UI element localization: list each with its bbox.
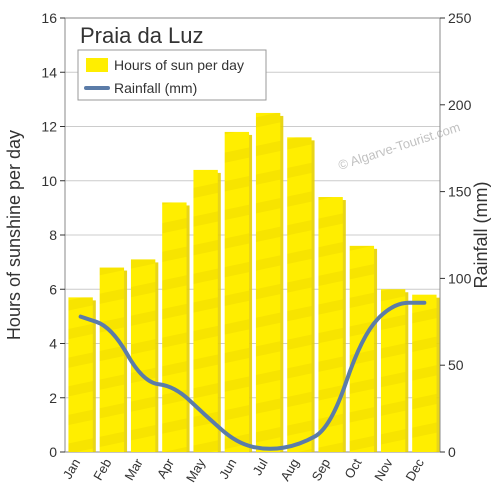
ytick-right: 250 bbox=[448, 10, 472, 26]
xtick-label: Dec bbox=[402, 456, 427, 484]
ytick-left: 2 bbox=[49, 390, 57, 406]
xtick-label: Nov bbox=[371, 456, 396, 484]
bar bbox=[162, 202, 186, 452]
xtick-label: Jun bbox=[216, 456, 239, 482]
legend-bar-swatch bbox=[86, 58, 108, 72]
chart-svg: 0 2 4 6 8 10 12 14 16 0 50 100 150 200 250 Jan Feb Mar Apr… bbox=[0, 0, 501, 500]
chart-title: Praia da Luz bbox=[80, 23, 204, 48]
bar bbox=[318, 197, 342, 452]
ytick-right: 150 bbox=[448, 184, 472, 200]
xtick-label: Sep bbox=[309, 456, 334, 484]
xtick-label: Feb bbox=[90, 456, 114, 483]
xtick-label: Jul bbox=[249, 456, 270, 478]
climate-chart: 0 2 4 6 8 10 12 14 16 0 50 100 150 200 250 Jan Feb Mar Apr… bbox=[0, 0, 501, 500]
right-axis-label: Rainfall (mm) bbox=[471, 181, 491, 288]
watermark: © Algarve-Tourist.com bbox=[336, 119, 462, 173]
legend-line-label: Rainfall (mm) bbox=[114, 80, 197, 96]
ytick-left: 12 bbox=[41, 119, 57, 135]
bar bbox=[256, 113, 280, 452]
ytick-right: 0 bbox=[448, 444, 456, 460]
ytick-left: 6 bbox=[49, 281, 57, 297]
ytick-left: 4 bbox=[49, 336, 57, 352]
bar bbox=[350, 246, 374, 452]
ytick-left: 10 bbox=[41, 173, 57, 189]
xtick-label: Jan bbox=[60, 456, 83, 482]
ytick-right: 50 bbox=[448, 357, 464, 373]
xtick-label: Oct bbox=[341, 456, 364, 481]
ytick-left: 14 bbox=[41, 64, 57, 80]
ytick-right: 200 bbox=[448, 97, 472, 113]
bar bbox=[225, 132, 249, 452]
bars-group bbox=[68, 113, 439, 452]
ytick-left: 16 bbox=[41, 10, 57, 26]
legend-bar-label: Hours of sun per day bbox=[114, 57, 244, 73]
ytick-left: 0 bbox=[49, 444, 57, 460]
xtick-label: Apr bbox=[154, 455, 177, 481]
xtick-label: May bbox=[183, 456, 209, 485]
xtick-label: Mar bbox=[122, 455, 147, 482]
ytick-left: 8 bbox=[49, 227, 57, 243]
bar bbox=[287, 137, 311, 452]
ytick-right: 100 bbox=[448, 270, 472, 286]
left-axis-label: Hours of sunshine per day bbox=[4, 130, 24, 340]
bar bbox=[100, 268, 124, 452]
bar bbox=[412, 295, 436, 452]
bar bbox=[131, 259, 155, 452]
xtick-label: Aug bbox=[277, 456, 302, 484]
